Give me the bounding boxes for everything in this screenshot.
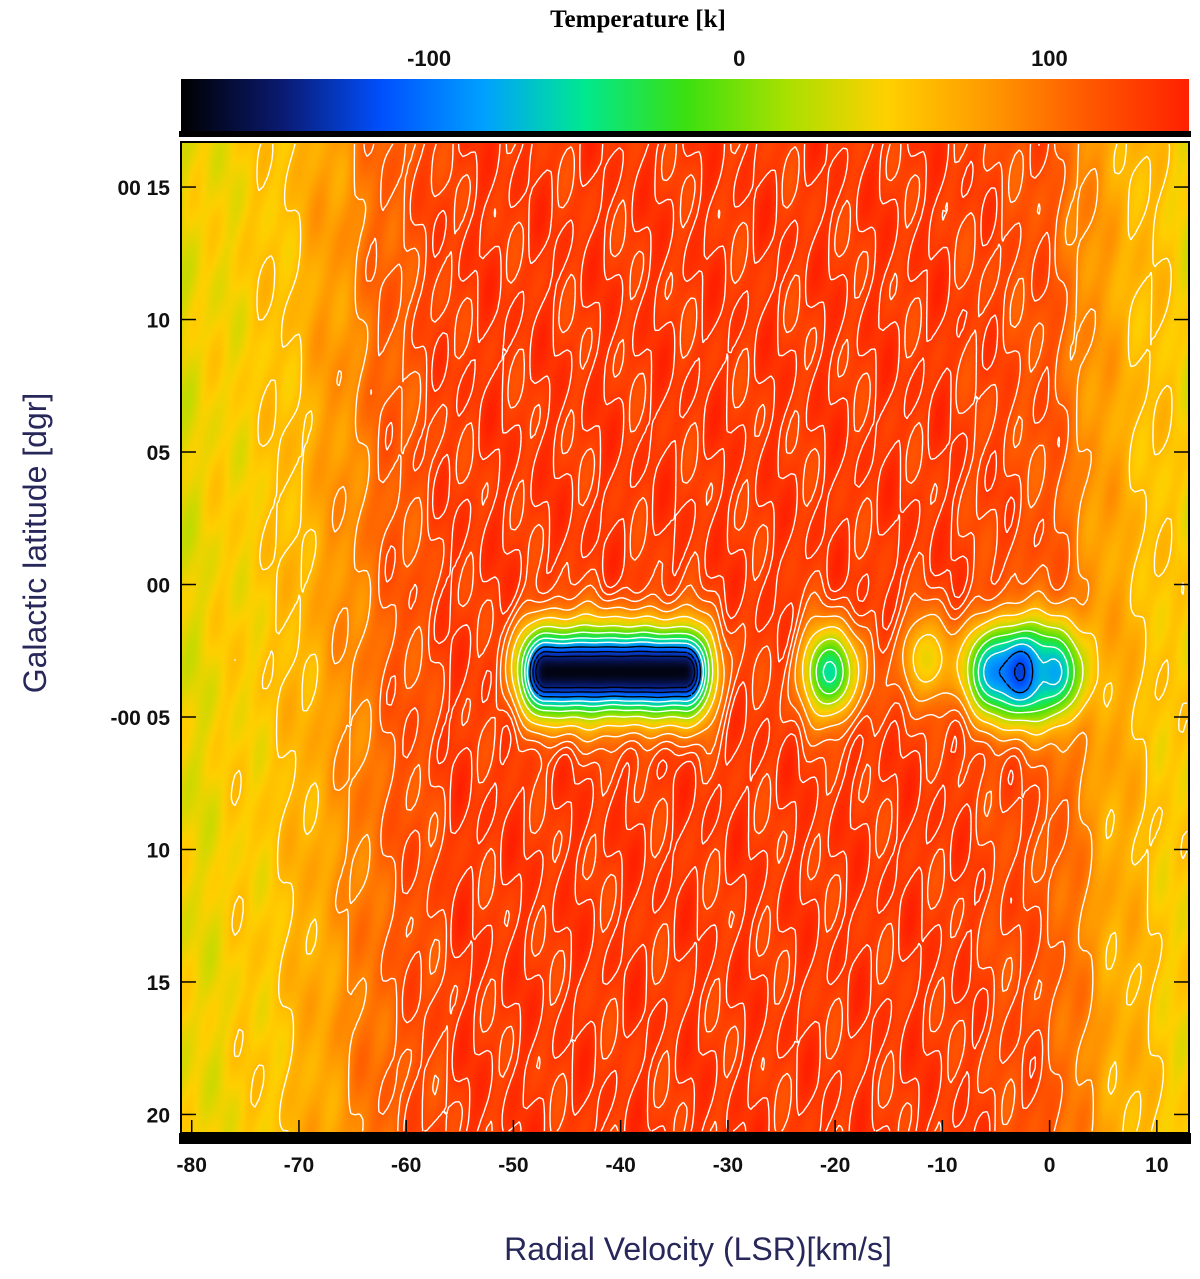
colorbar-tick-label: -100: [407, 46, 451, 71]
colorbar: [181, 79, 1189, 131]
y-tick-label: 05: [147, 442, 171, 465]
contour-level: [535, 655, 696, 689]
x-tick-label: -30: [713, 1154, 743, 1177]
contour-level: [516, 621, 1084, 723]
contour-level: [331, 143, 1099, 1132]
x-tick-label: 10: [1145, 1154, 1168, 1177]
x-tick-label: -70: [284, 1154, 314, 1177]
colorbar-tick-label: 0: [733, 46, 745, 71]
y-tick-label: -00 05: [110, 707, 170, 730]
contour-level: [529, 645, 1034, 699]
colorbar-tick-label: 100: [1031, 46, 1068, 71]
contour-level: [363, 143, 1071, 1132]
y-axis-ticks: 00 15 10 05 00 -00 05 10 15 20: [110, 177, 1189, 1127]
heatmap: [181, 142, 1189, 1133]
colorbar-bottom-rule: [179, 131, 1191, 137]
x-tick-label: -40: [605, 1154, 635, 1177]
contour-level: [230, 143, 1188, 1132]
x-tick-label: -80: [177, 1154, 207, 1177]
x-tick-label: -50: [498, 1154, 528, 1177]
x-tick-label: 0: [1044, 1154, 1056, 1177]
contour-level: [532, 650, 1026, 694]
contour-level: [384, 143, 1061, 1132]
contour-level: [431, 143, 1040, 1132]
contour-lines: [230, 143, 1188, 1132]
contour-level: [526, 641, 1063, 703]
y-tick-label: 10: [147, 839, 170, 862]
contour-level: [524, 636, 1069, 708]
y-tick-label: 20: [147, 1104, 170, 1127]
contour-level: [520, 630, 1075, 714]
x-axis-ticks: -80 -70 -60 -50 -40 -30 -20 -10 0 10: [177, 1120, 1169, 1177]
plot-bottom-rule: [179, 1133, 1191, 1144]
y-tick-label: 10: [147, 310, 170, 333]
colorbar-title: Temperature [k]: [550, 6, 726, 33]
x-tick-label: -60: [391, 1154, 421, 1177]
x-tick-label: -10: [927, 1154, 957, 1177]
y-tick-label: 15: [147, 972, 171, 995]
y-tick-label: 00: [147, 575, 170, 598]
colorbar-ticks: -100 0 100: [407, 46, 1068, 103]
y-axis-label: Galactic latitude [dgr]: [17, 393, 53, 694]
x-tick-label: -20: [820, 1154, 850, 1177]
y-tick-label: 00 15: [117, 177, 170, 200]
x-axis-label: Radial Velocity (LSR)[km/s]: [504, 1231, 892, 1267]
